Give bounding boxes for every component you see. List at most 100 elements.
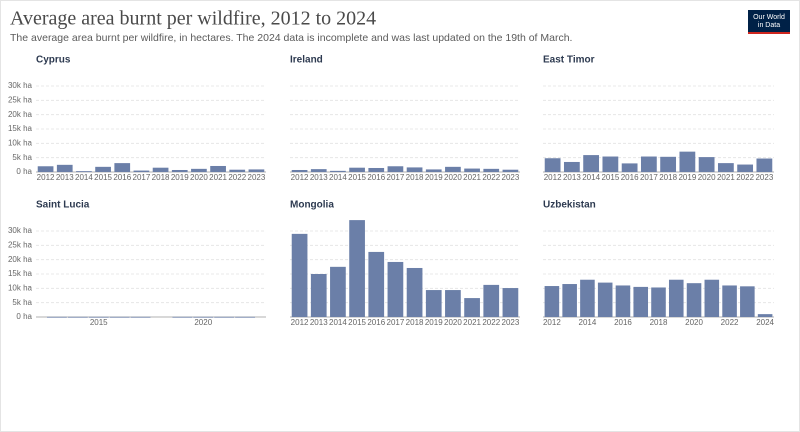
- bar: [668, 279, 684, 317]
- y-tick-label: 20k ha: [8, 110, 33, 119]
- x-tick-label: 2015: [348, 318, 366, 327]
- bar: [88, 316, 109, 318]
- x-tick-label: 2021: [463, 173, 481, 182]
- x-tick-label: 2018: [650, 318, 668, 327]
- bar: [583, 155, 600, 172]
- bar: [425, 169, 442, 172]
- bar: [172, 316, 193, 318]
- bar: [602, 156, 619, 172]
- bar: [464, 298, 480, 317]
- x-tick-label: 2015: [94, 173, 112, 182]
- x-tick-label: 2019: [425, 173, 443, 182]
- bar: [483, 168, 500, 172]
- bar: [387, 166, 404, 172]
- y-tick-label: 5k ha: [12, 298, 32, 307]
- x-tick-label: 2020: [444, 318, 462, 327]
- bar: [717, 163, 734, 172]
- panel-title: Saint Lucia: [36, 200, 90, 211]
- bar: [737, 164, 754, 172]
- bar: [740, 286, 755, 317]
- bar: [133, 170, 150, 172]
- panel-title: Cyprus: [36, 55, 71, 66]
- x-tick-label: 2021: [463, 318, 481, 327]
- panel-title: East Timor: [543, 55, 595, 66]
- x-tick-label: 2012: [543, 318, 561, 327]
- bar: [76, 171, 92, 172]
- bar: [757, 314, 773, 317]
- bar: [406, 167, 423, 172]
- x-tick-label: 2016: [621, 173, 639, 182]
- bar: [130, 316, 151, 318]
- bar: [235, 316, 256, 318]
- bar: [171, 169, 188, 172]
- x-tick-label: 2022: [721, 318, 739, 327]
- x-tick-label: 2018: [406, 318, 424, 327]
- bar: [368, 251, 385, 317]
- x-tick-label: 2019: [678, 173, 696, 182]
- x-tick-label: 2021: [209, 173, 227, 182]
- x-tick-label: 2014: [579, 318, 597, 327]
- y-tick-label: 30k ha: [8, 226, 33, 235]
- bar: [109, 316, 130, 318]
- x-tick-label: 2019: [171, 173, 189, 182]
- y-tick-label: 5k ha: [12, 153, 32, 162]
- bar: [214, 316, 235, 318]
- x-tick-label: 2014: [329, 173, 347, 182]
- bar: [46, 316, 67, 318]
- bar: [349, 167, 365, 172]
- bar: [406, 267, 423, 317]
- x-tick-label: 2014: [582, 173, 600, 182]
- bar: [679, 151, 696, 172]
- bar: [704, 279, 720, 317]
- bar: [387, 261, 404, 317]
- x-tick-label: 2020: [194, 318, 212, 327]
- x-tick-label: 2017: [640, 173, 658, 182]
- x-tick-label: 2012: [291, 318, 309, 327]
- bar: [660, 156, 677, 172]
- x-tick-label: 2014: [75, 173, 93, 182]
- x-tick-label: 2023: [755, 173, 773, 182]
- bar: [640, 156, 657, 172]
- bar: [291, 169, 308, 172]
- x-tick-label: 2018: [659, 173, 677, 182]
- x-tick-label: 2018: [406, 173, 424, 182]
- bar: [229, 169, 246, 172]
- bar: [562, 284, 577, 317]
- bar: [633, 286, 649, 317]
- x-tick-label: 2013: [56, 173, 74, 182]
- x-tick-label: 2022: [482, 318, 500, 327]
- x-tick-label: 2021: [717, 173, 735, 182]
- x-tick-label: 2023: [502, 173, 520, 182]
- bar: [502, 169, 519, 172]
- panel-title: Mongolia: [290, 200, 334, 211]
- logo-box[interactable]: [748, 10, 790, 34]
- page-title: Average area burnt per wildfire, 2012 to…: [10, 8, 376, 30]
- bar: [210, 165, 226, 172]
- bar: [756, 158, 773, 172]
- y-tick-label: 20k ha: [8, 255, 33, 264]
- x-tick-label: 2023: [502, 318, 520, 327]
- x-tick-label: 2012: [291, 173, 309, 182]
- bar: [615, 285, 631, 317]
- x-tick-label: 2015: [601, 173, 619, 182]
- bar: [248, 169, 265, 172]
- bar: [651, 287, 666, 317]
- bar: [502, 288, 519, 317]
- y-tick-label: 15k ha: [8, 124, 33, 133]
- x-tick-label: 2014: [329, 318, 347, 327]
- y-tick-label: 25k ha: [8, 95, 33, 104]
- logo[interactable]: Our World in Data: [748, 10, 790, 34]
- x-tick-label: 2013: [310, 318, 328, 327]
- y-tick-label: 10k ha: [8, 283, 33, 292]
- bar: [191, 168, 207, 172]
- bar: [686, 283, 702, 317]
- x-tick-label: 2020: [685, 318, 703, 327]
- bar: [563, 161, 580, 172]
- logo-text[interactable]: Our World: [753, 14, 785, 21]
- x-tick-label: 2015: [90, 318, 108, 327]
- logo-text[interactable]: in Data: [758, 22, 780, 29]
- x-tick-label: 2016: [113, 173, 131, 182]
- y-tick-label: 10k ha: [8, 138, 33, 147]
- bar: [291, 233, 308, 317]
